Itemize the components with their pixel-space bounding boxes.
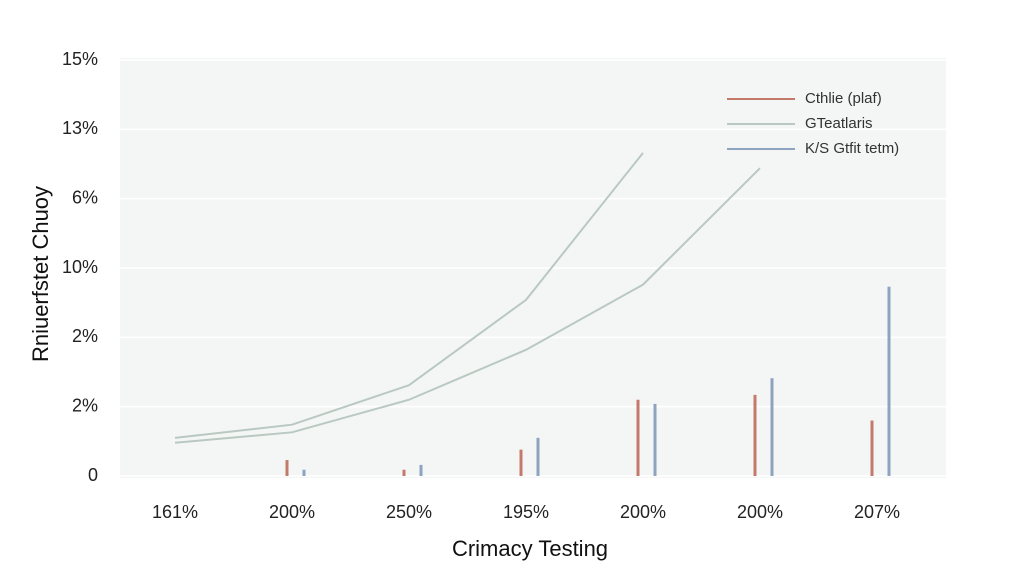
bar	[519, 449, 523, 476]
y-tick-label: 10%	[62, 257, 98, 277]
line	[174, 167, 761, 444]
y-tick-label: 6%	[72, 187, 98, 207]
x-tick-label: 200%	[737, 502, 783, 522]
x-tick-label: 195%	[503, 502, 549, 522]
bar	[753, 394, 757, 476]
bar	[887, 286, 891, 476]
y-tick-label: 0	[88, 465, 98, 485]
bar	[653, 403, 657, 476]
y-tick-label: 2%	[72, 326, 98, 346]
x-tick-label: 161%	[152, 502, 198, 522]
bar	[285, 460, 289, 476]
y-axis-title: Rniuerfstet Chuoy	[28, 186, 53, 362]
bar	[402, 469, 406, 476]
bar	[419, 464, 423, 476]
bar	[770, 378, 774, 476]
legend-label: K/S Gtfit tetm)	[805, 140, 899, 157]
bar	[870, 420, 874, 476]
x-tick-label: 250%	[386, 502, 432, 522]
bar	[636, 399, 640, 476]
legend-label: Cthlie (plaf)	[805, 90, 882, 107]
y-tick-label: 13%	[62, 118, 98, 138]
bar	[536, 437, 540, 476]
bar	[302, 469, 306, 476]
y-tick-label: 2%	[72, 395, 98, 415]
x-tick-label: 207%	[854, 502, 900, 522]
x-axis-title: Crimacy Testing	[452, 536, 608, 561]
x-tick-label: 200%	[620, 502, 666, 522]
legend-label: GTeatlaris	[805, 115, 873, 132]
y-tick-label: 15%	[62, 49, 98, 69]
x-tick-label: 200%	[269, 502, 315, 522]
line	[174, 152, 644, 439]
